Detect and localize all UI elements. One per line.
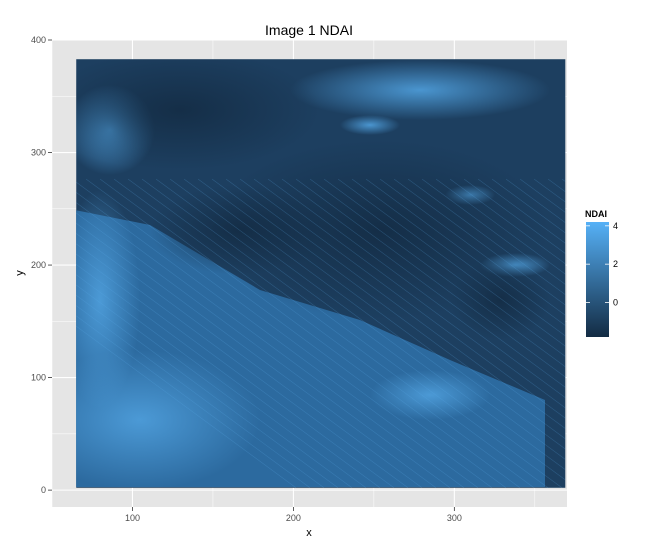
color-bar bbox=[586, 222, 609, 337]
heatmap-streak bbox=[604, 179, 655, 488]
y-tick-label: 300 bbox=[31, 148, 46, 158]
heatmap-streak bbox=[463, 178, 566, 254]
heatmap-streak bbox=[379, 178, 566, 316]
heatmap-streak bbox=[76, 181, 493, 488]
heatmap-streak bbox=[99, 178, 521, 488]
heatmap-streak bbox=[183, 178, 566, 460]
heatmap-streak bbox=[281, 178, 566, 388]
y-axis-title: y bbox=[14, 270, 26, 276]
heatmap-streak bbox=[295, 178, 566, 378]
heatmap-streak bbox=[76, 212, 451, 488]
heatmap-streak bbox=[76, 253, 395, 488]
heatmap-streak bbox=[632, 179, 655, 488]
heatmap-streak bbox=[225, 178, 566, 429]
heatmap-streak bbox=[76, 305, 325, 488]
heatmap-streak bbox=[76, 191, 479, 488]
heatmap-streak bbox=[323, 178, 566, 357]
heatmap-bright-region bbox=[290, 60, 550, 120]
heatmap-streak bbox=[76, 315, 311, 488]
x-axis: 100 200 300 bbox=[125, 507, 462, 523]
heatmap-bright-region bbox=[370, 370, 490, 420]
heatmap-streak bbox=[491, 178, 566, 234]
heatmap-streak bbox=[141, 178, 563, 488]
y-tick-label: 200 bbox=[31, 260, 46, 270]
heatmap-streak bbox=[407, 178, 566, 296]
legend-tick-label: 4 bbox=[613, 221, 618, 231]
heatmap-streak bbox=[477, 178, 566, 244]
legend-title: NDAI bbox=[585, 209, 607, 219]
heatmap-streak bbox=[169, 178, 566, 471]
legend-tick-label: 0 bbox=[613, 298, 618, 308]
heatmap-streak bbox=[85, 178, 507, 488]
heatmap-streak bbox=[76, 243, 409, 488]
x-tick-label: 300 bbox=[447, 513, 462, 523]
heatmap-streak bbox=[435, 178, 566, 275]
heatmap-streak bbox=[155, 178, 566, 481]
heatmap-streak bbox=[351, 178, 566, 337]
x-axis-title: x bbox=[306, 527, 312, 539]
heatmap-dark-region bbox=[76, 59, 320, 170]
heatmap-streak bbox=[365, 178, 566, 326]
y-axis: 0 100 200 300 400 bbox=[31, 35, 52, 495]
heatmap-streak bbox=[127, 178, 549, 488]
heatmap-streak bbox=[421, 178, 566, 285]
color-legend: NDAI 0 2 4 bbox=[585, 209, 618, 337]
heatmap-streak bbox=[76, 222, 437, 488]
heatmap-streak bbox=[267, 178, 566, 399]
heatmap-dark-region bbox=[150, 185, 330, 275]
heatmap-streak bbox=[76, 202, 465, 488]
heatmap-streak bbox=[76, 325, 297, 488]
legend-tick-label: 2 bbox=[613, 259, 618, 269]
y-tick-label: 100 bbox=[31, 373, 46, 383]
heatmap-streak bbox=[449, 178, 566, 265]
heatmap-streaks bbox=[76, 178, 655, 488]
heatmap-dark-region bbox=[450, 260, 550, 340]
heatmap-streak bbox=[309, 178, 566, 368]
heatmap-bright-region bbox=[76, 190, 140, 410]
heatmap-streak bbox=[76, 284, 353, 488]
heatmap-streak bbox=[76, 274, 367, 488]
heatmap-streak bbox=[113, 178, 535, 488]
chart-title: Image 1 NDAI bbox=[265, 22, 353, 38]
heatmap-streak bbox=[393, 178, 566, 306]
legend-ticks: 0 2 4 bbox=[586, 221, 618, 308]
heatmap-streak bbox=[76, 264, 381, 488]
x-tick-label: 100 bbox=[125, 513, 140, 523]
y-tick-label: 0 bbox=[41, 485, 46, 495]
heatmap-bright-region bbox=[340, 115, 400, 135]
x-tick-label: 200 bbox=[286, 513, 301, 523]
heatmap-streak bbox=[76, 233, 423, 488]
heatmap-raster bbox=[76, 59, 655, 488]
heatmap-streak bbox=[76, 294, 339, 488]
heatmap-streak bbox=[239, 178, 566, 419]
heatmap-streak bbox=[211, 178, 566, 440]
heatmap-streak bbox=[253, 178, 566, 409]
heatmap-streak bbox=[337, 178, 566, 347]
heatmap-streak bbox=[618, 179, 655, 488]
y-tick-label: 400 bbox=[31, 35, 46, 45]
heatmap-streak bbox=[197, 178, 566, 450]
heatmap-streak bbox=[646, 179, 655, 488]
